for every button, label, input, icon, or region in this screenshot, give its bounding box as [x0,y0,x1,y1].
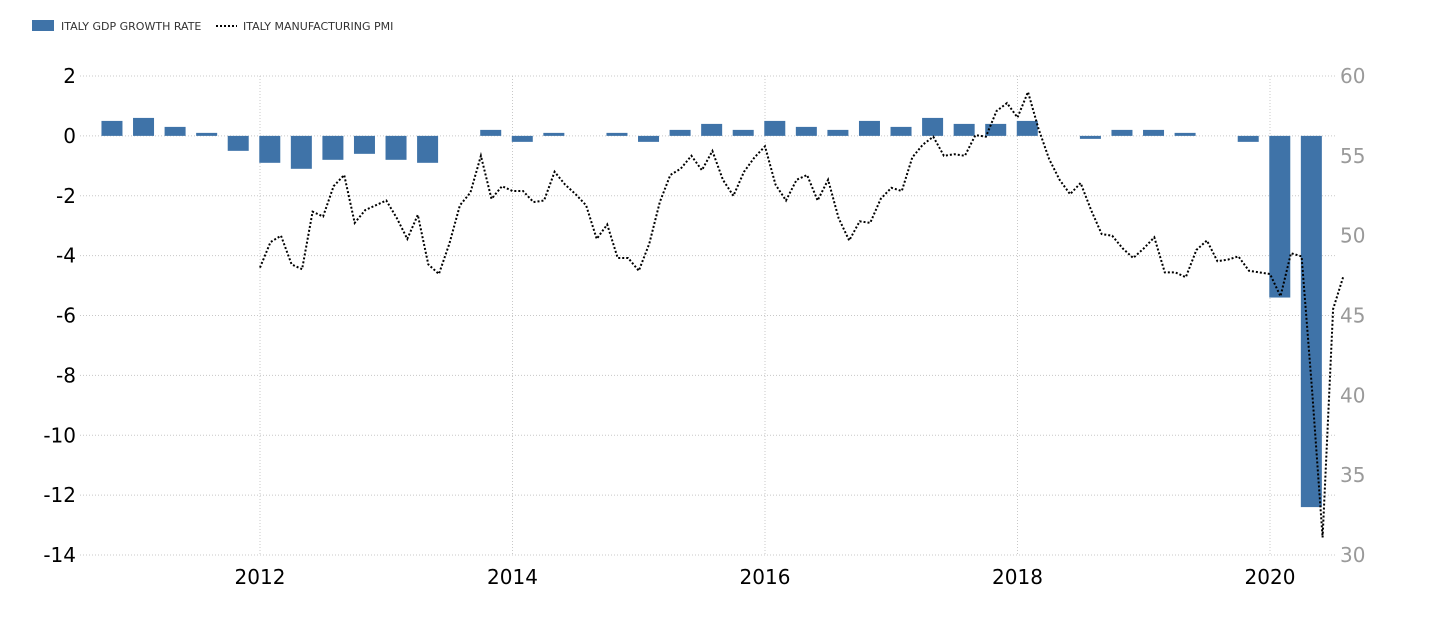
gdp-bar [953,123,975,136]
y-left-tick-label: -10 [43,423,76,447]
y-right-tick-label: 30 [1340,543,1365,567]
gdp-bar [164,126,186,136]
y-left-tick-label: -2 [56,184,76,208]
gdp-bar [480,129,502,136]
gdp-bar [701,123,723,136]
gdp-bar [890,126,912,136]
gdp-bar [638,135,660,142]
y-right-tick-label: 35 [1340,463,1365,487]
y-left-tick-label: -14 [43,543,76,567]
x-tick-label: 2018 [992,565,1043,589]
y-axis-left: 2 0 -2 -4 -6 -8 -10 -12 -14 [43,64,76,567]
gdp-bar [543,132,565,136]
y-right-tick-label: 60 [1340,64,1365,88]
gdp-bar [417,135,439,163]
gdp-bar [1300,135,1322,508]
gdp-bar [259,135,281,163]
y-right-tick-label: 50 [1340,224,1365,248]
y-left-tick-label: -12 [43,483,76,507]
legend-pmi-label: ITALY MANUFACTURING PMI [243,20,393,33]
y-left-tick-label: -4 [56,244,76,268]
gdp-bar [1237,135,1259,142]
y-right-tick-label: 55 [1340,144,1365,168]
gdp-bar [732,129,754,136]
gdp-bar [511,135,533,142]
y-left-tick-label: 0 [63,124,76,148]
pmi-line [259,88,1345,538]
x-axis: 2012 2014 2016 2018 2020 [235,565,1296,589]
gdp-bar [985,123,1007,136]
gdp-bar [322,135,344,160]
legend: ITALY GDP GROWTH RATE ITALY MANUFACTURIN… [32,20,393,33]
gdp-bar [1143,129,1165,136]
legend-gdp-label: ITALY GDP GROWTH RATE [61,20,201,33]
y-left-tick-label: -8 [56,363,76,387]
y-left-tick-label: -6 [56,304,76,328]
gdp-bars [101,117,1322,508]
gdp-bar [1174,132,1196,136]
gdp-bar [353,135,375,154]
gdp-bar [1111,129,1133,136]
y-right-tick-label: 45 [1340,304,1365,328]
gdp-bar [669,129,691,136]
gdp-bar [858,120,880,136]
x-tick-label: 2016 [740,565,791,589]
gdp-bar [922,117,944,136]
x-tick-label: 2012 [235,565,286,589]
x-tick-label: 2014 [487,565,538,589]
gdp-bar [827,129,849,136]
pmi-series-line [259,88,1345,538]
y-axis-right: 60 55 50 45 40 35 30 [1340,64,1365,567]
gdp-bar [227,135,249,151]
gdp-bar [101,120,123,136]
y-right-tick-label: 40 [1340,383,1365,407]
gdp-bar [764,120,786,136]
gdp-bar [606,132,628,136]
gdp-bar [196,132,218,136]
legend-gdp-swatch [32,20,54,31]
y-left-tick-label: 2 [63,64,76,88]
gdp-bar [1016,120,1038,136]
gdp-bar [1079,135,1101,139]
gdp-bar [1269,135,1291,298]
gdp-bar [795,126,817,136]
gdp-bar [385,135,407,160]
x-tick-label: 2020 [1245,565,1296,589]
gdp-bar [290,135,312,169]
gdp-bar [133,117,155,136]
